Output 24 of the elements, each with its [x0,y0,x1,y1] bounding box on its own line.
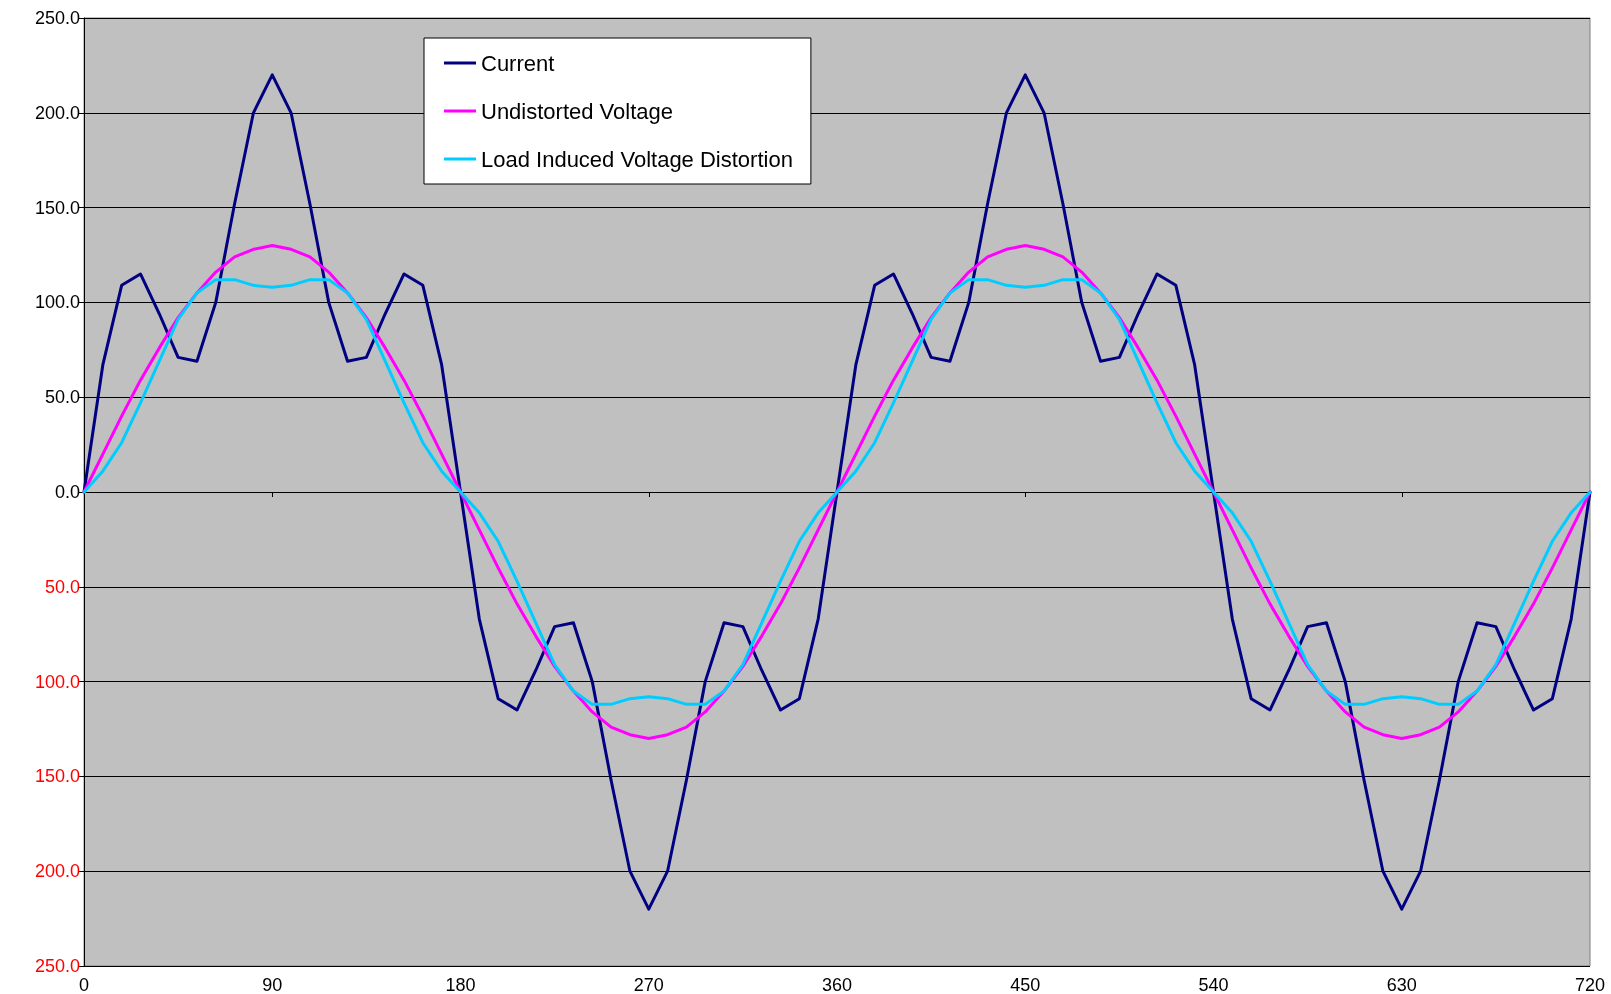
x-tick-label: 90 [262,975,283,994]
x-tick-label: 270 [633,975,664,994]
y-tick-label: 150.0 [34,197,80,218]
x-tick-label: 0 [78,975,90,994]
x-tick-label: 540 [1198,975,1229,994]
y-tick-label: 0.0 [54,482,80,502]
legend-label: Undistorted Voltage [481,98,674,124]
y-tick-label: 200.0 [34,861,80,882]
x-tick-label: 720 [1574,975,1606,994]
x-tick-label: 630 [1386,975,1417,994]
y-tick-label: 100.0 [34,671,80,692]
x-tick-label: 450 [1010,975,1041,994]
line-series [82,73,1592,911]
x-tick-label: 180 [445,975,476,994]
y-tick-label: 250.0 [34,8,80,28]
y-tick-label: 150.0 [34,766,80,787]
y-tick-label: 200.0 [34,102,80,123]
y-tick-label: 100.0 [34,292,80,313]
x-tick-label: 360 [821,975,853,994]
y-tick-label: 50.0 [44,576,80,597]
legend-label: Load Induced Voltage Distortion [481,146,793,172]
legend-label: Current [481,50,555,76]
y-tick-label: 50.0 [44,387,80,408]
y-tick-label: 250.0 [34,956,80,976]
